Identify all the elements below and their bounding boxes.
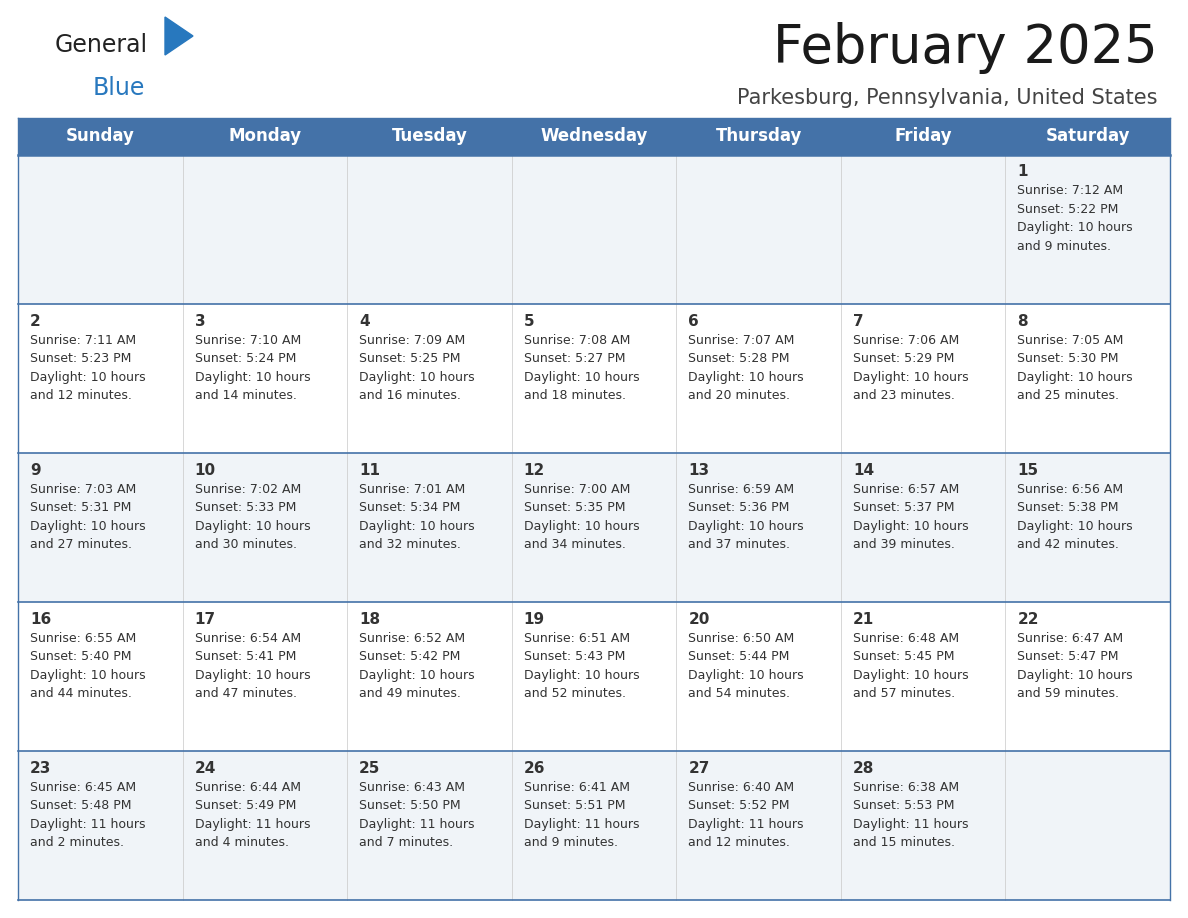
Text: Wednesday: Wednesday [541, 128, 647, 145]
Text: Saturday: Saturday [1045, 128, 1130, 145]
Text: Parkesburg, Pennsylvania, United States: Parkesburg, Pennsylvania, United States [738, 88, 1158, 108]
Text: Sunrise: 6:59 AM
Sunset: 5:36 PM
Daylight: 10 hours
and 37 minutes.: Sunrise: 6:59 AM Sunset: 5:36 PM Dayligh… [688, 483, 804, 551]
Text: Sunrise: 7:06 AM
Sunset: 5:29 PM
Daylight: 10 hours
and 23 minutes.: Sunrise: 7:06 AM Sunset: 5:29 PM Dayligh… [853, 333, 968, 402]
Text: Sunrise: 6:41 AM
Sunset: 5:51 PM
Daylight: 11 hours
and 9 minutes.: Sunrise: 6:41 AM Sunset: 5:51 PM Dayligh… [524, 781, 639, 849]
Text: Sunrise: 7:10 AM
Sunset: 5:24 PM
Daylight: 10 hours
and 14 minutes.: Sunrise: 7:10 AM Sunset: 5:24 PM Dayligh… [195, 333, 310, 402]
Text: 3: 3 [195, 314, 206, 329]
Text: Sunrise: 7:12 AM
Sunset: 5:22 PM
Daylight: 10 hours
and 9 minutes.: Sunrise: 7:12 AM Sunset: 5:22 PM Dayligh… [1017, 185, 1133, 253]
Text: 16: 16 [30, 611, 51, 627]
Text: 26: 26 [524, 761, 545, 776]
Text: Sunrise: 6:44 AM
Sunset: 5:49 PM
Daylight: 11 hours
and 4 minutes.: Sunrise: 6:44 AM Sunset: 5:49 PM Dayligh… [195, 781, 310, 849]
Bar [18, 751, 1170, 900]
Text: Sunrise: 6:38 AM
Sunset: 5:53 PM
Daylight: 11 hours
and 15 minutes.: Sunrise: 6:38 AM Sunset: 5:53 PM Dayligh… [853, 781, 968, 849]
Text: Sunrise: 7:03 AM
Sunset: 5:31 PM
Daylight: 10 hours
and 27 minutes.: Sunrise: 7:03 AM Sunset: 5:31 PM Dayligh… [30, 483, 146, 551]
Text: Sunday: Sunday [65, 128, 134, 145]
Text: 10: 10 [195, 463, 216, 477]
Bar [18, 304, 1170, 453]
Text: 8: 8 [1017, 314, 1028, 329]
Text: February 2025: February 2025 [773, 22, 1158, 74]
Text: Sunrise: 7:09 AM
Sunset: 5:25 PM
Daylight: 10 hours
and 16 minutes.: Sunrise: 7:09 AM Sunset: 5:25 PM Dayligh… [359, 333, 475, 402]
Text: 22: 22 [1017, 611, 1040, 627]
Text: Sunrise: 6:45 AM
Sunset: 5:48 PM
Daylight: 11 hours
and 2 minutes.: Sunrise: 6:45 AM Sunset: 5:48 PM Dayligh… [30, 781, 145, 849]
Text: Sunrise: 7:07 AM
Sunset: 5:28 PM
Daylight: 10 hours
and 20 minutes.: Sunrise: 7:07 AM Sunset: 5:28 PM Dayligh… [688, 333, 804, 402]
Text: 6: 6 [688, 314, 699, 329]
Text: 13: 13 [688, 463, 709, 477]
Text: 5: 5 [524, 314, 535, 329]
Text: Sunrise: 6:40 AM
Sunset: 5:52 PM
Daylight: 11 hours
and 12 minutes.: Sunrise: 6:40 AM Sunset: 5:52 PM Dayligh… [688, 781, 804, 849]
Text: 7: 7 [853, 314, 864, 329]
Text: Sunrise: 7:11 AM
Sunset: 5:23 PM
Daylight: 10 hours
and 12 minutes.: Sunrise: 7:11 AM Sunset: 5:23 PM Dayligh… [30, 333, 146, 402]
Text: Sunrise: 7:08 AM
Sunset: 5:27 PM
Daylight: 10 hours
and 18 minutes.: Sunrise: 7:08 AM Sunset: 5:27 PM Dayligh… [524, 333, 639, 402]
Text: Sunrise: 7:01 AM
Sunset: 5:34 PM
Daylight: 10 hours
and 32 minutes.: Sunrise: 7:01 AM Sunset: 5:34 PM Dayligh… [359, 483, 475, 551]
Text: Sunrise: 6:56 AM
Sunset: 5:38 PM
Daylight: 10 hours
and 42 minutes.: Sunrise: 6:56 AM Sunset: 5:38 PM Dayligh… [1017, 483, 1133, 551]
Text: General: General [55, 33, 148, 57]
Text: Sunrise: 6:47 AM
Sunset: 5:47 PM
Daylight: 10 hours
and 59 minutes.: Sunrise: 6:47 AM Sunset: 5:47 PM Dayligh… [1017, 632, 1133, 700]
Text: 28: 28 [853, 761, 874, 776]
Text: 9: 9 [30, 463, 40, 477]
Text: 11: 11 [359, 463, 380, 477]
Text: Monday: Monday [228, 128, 302, 145]
Text: Tuesday: Tuesday [392, 128, 467, 145]
Text: Sunrise: 7:02 AM
Sunset: 5:33 PM
Daylight: 10 hours
and 30 minutes.: Sunrise: 7:02 AM Sunset: 5:33 PM Dayligh… [195, 483, 310, 551]
Text: Sunrise: 6:57 AM
Sunset: 5:37 PM
Daylight: 10 hours
and 39 minutes.: Sunrise: 6:57 AM Sunset: 5:37 PM Dayligh… [853, 483, 968, 551]
Text: Blue: Blue [93, 76, 145, 100]
Text: 14: 14 [853, 463, 874, 477]
Text: 15: 15 [1017, 463, 1038, 477]
Bar [18, 118, 1170, 154]
Text: Sunrise: 6:43 AM
Sunset: 5:50 PM
Daylight: 11 hours
and 7 minutes.: Sunrise: 6:43 AM Sunset: 5:50 PM Dayligh… [359, 781, 475, 849]
Text: Sunrise: 6:55 AM
Sunset: 5:40 PM
Daylight: 10 hours
and 44 minutes.: Sunrise: 6:55 AM Sunset: 5:40 PM Dayligh… [30, 632, 146, 700]
Polygon shape [165, 17, 192, 55]
Text: Sunrise: 6:48 AM
Sunset: 5:45 PM
Daylight: 10 hours
and 57 minutes.: Sunrise: 6:48 AM Sunset: 5:45 PM Dayligh… [853, 632, 968, 700]
Text: Sunrise: 7:00 AM
Sunset: 5:35 PM
Daylight: 10 hours
and 34 minutes.: Sunrise: 7:00 AM Sunset: 5:35 PM Dayligh… [524, 483, 639, 551]
Text: 2: 2 [30, 314, 40, 329]
Text: Sunrise: 6:51 AM
Sunset: 5:43 PM
Daylight: 10 hours
and 52 minutes.: Sunrise: 6:51 AM Sunset: 5:43 PM Dayligh… [524, 632, 639, 700]
Bar [18, 602, 1170, 751]
Text: Sunrise: 6:54 AM
Sunset: 5:41 PM
Daylight: 10 hours
and 47 minutes.: Sunrise: 6:54 AM Sunset: 5:41 PM Dayligh… [195, 632, 310, 700]
Text: 27: 27 [688, 761, 709, 776]
Text: 19: 19 [524, 611, 545, 627]
Text: 12: 12 [524, 463, 545, 477]
Text: 1: 1 [1017, 164, 1028, 180]
Bar [18, 154, 1170, 304]
Text: 18: 18 [359, 611, 380, 627]
Text: Thursday: Thursday [715, 128, 802, 145]
Text: 17: 17 [195, 611, 216, 627]
Text: 20: 20 [688, 611, 709, 627]
Text: 25: 25 [359, 761, 380, 776]
Text: Sunrise: 7:05 AM
Sunset: 5:30 PM
Daylight: 10 hours
and 25 minutes.: Sunrise: 7:05 AM Sunset: 5:30 PM Dayligh… [1017, 333, 1133, 402]
Text: 21: 21 [853, 611, 874, 627]
Text: 24: 24 [195, 761, 216, 776]
Bar [18, 453, 1170, 602]
Text: 23: 23 [30, 761, 51, 776]
Text: Friday: Friday [895, 128, 952, 145]
Text: Sunrise: 6:52 AM
Sunset: 5:42 PM
Daylight: 10 hours
and 49 minutes.: Sunrise: 6:52 AM Sunset: 5:42 PM Dayligh… [359, 632, 475, 700]
Text: 4: 4 [359, 314, 369, 329]
Text: Sunrise: 6:50 AM
Sunset: 5:44 PM
Daylight: 10 hours
and 54 minutes.: Sunrise: 6:50 AM Sunset: 5:44 PM Dayligh… [688, 632, 804, 700]
